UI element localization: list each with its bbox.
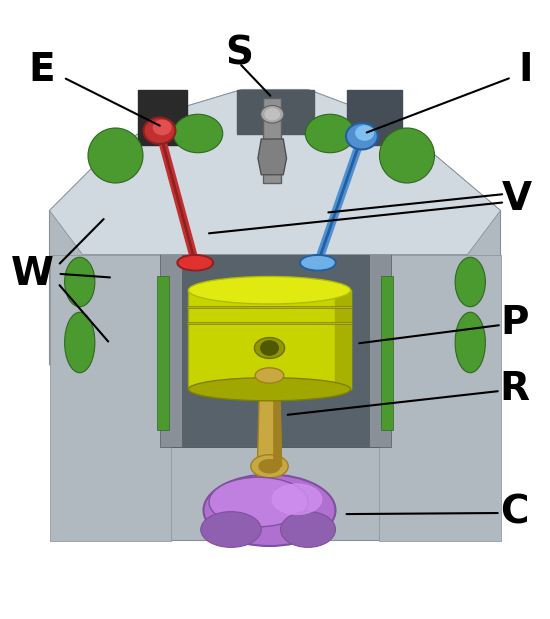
Text: W: W <box>10 255 53 293</box>
Bar <box>170 238 380 447</box>
Polygon shape <box>50 254 170 540</box>
Ellipse shape <box>65 312 95 373</box>
Polygon shape <box>160 243 182 447</box>
Text: E: E <box>28 51 54 89</box>
Polygon shape <box>274 376 282 466</box>
Ellipse shape <box>261 105 284 123</box>
Ellipse shape <box>144 118 175 144</box>
Polygon shape <box>50 90 501 254</box>
Ellipse shape <box>179 257 211 269</box>
Ellipse shape <box>254 337 285 358</box>
Polygon shape <box>236 90 314 134</box>
Text: P: P <box>500 305 529 342</box>
Bar <box>381 277 393 430</box>
Polygon shape <box>258 139 287 175</box>
Polygon shape <box>50 90 501 540</box>
Ellipse shape <box>356 126 373 140</box>
Ellipse shape <box>265 109 279 119</box>
Polygon shape <box>257 376 282 466</box>
Ellipse shape <box>88 128 143 183</box>
Ellipse shape <box>173 115 223 153</box>
Ellipse shape <box>346 123 378 149</box>
Bar <box>263 98 281 183</box>
Text: V: V <box>502 181 532 219</box>
Polygon shape <box>379 254 500 540</box>
Polygon shape <box>368 243 390 447</box>
Ellipse shape <box>429 205 462 249</box>
Ellipse shape <box>300 255 336 271</box>
Ellipse shape <box>455 312 485 373</box>
Ellipse shape <box>305 115 355 153</box>
Ellipse shape <box>259 460 280 473</box>
Ellipse shape <box>188 378 351 400</box>
Text: I: I <box>518 51 532 89</box>
Ellipse shape <box>188 277 351 304</box>
Ellipse shape <box>201 512 261 547</box>
Text: R: R <box>499 370 529 409</box>
Ellipse shape <box>153 120 171 134</box>
Ellipse shape <box>204 475 336 546</box>
Ellipse shape <box>177 255 213 271</box>
Text: C: C <box>500 494 529 532</box>
Ellipse shape <box>255 368 284 383</box>
Ellipse shape <box>272 484 322 514</box>
Ellipse shape <box>455 258 485 307</box>
Polygon shape <box>346 90 402 144</box>
Ellipse shape <box>65 258 95 307</box>
Ellipse shape <box>302 257 334 269</box>
Polygon shape <box>138 90 187 144</box>
Text: S: S <box>226 35 253 73</box>
Ellipse shape <box>88 205 121 249</box>
Polygon shape <box>188 290 351 389</box>
Ellipse shape <box>209 477 308 527</box>
Polygon shape <box>335 290 351 389</box>
Ellipse shape <box>280 512 336 547</box>
Ellipse shape <box>379 128 434 183</box>
Ellipse shape <box>251 455 288 478</box>
Bar <box>157 277 169 430</box>
Ellipse shape <box>261 341 278 355</box>
